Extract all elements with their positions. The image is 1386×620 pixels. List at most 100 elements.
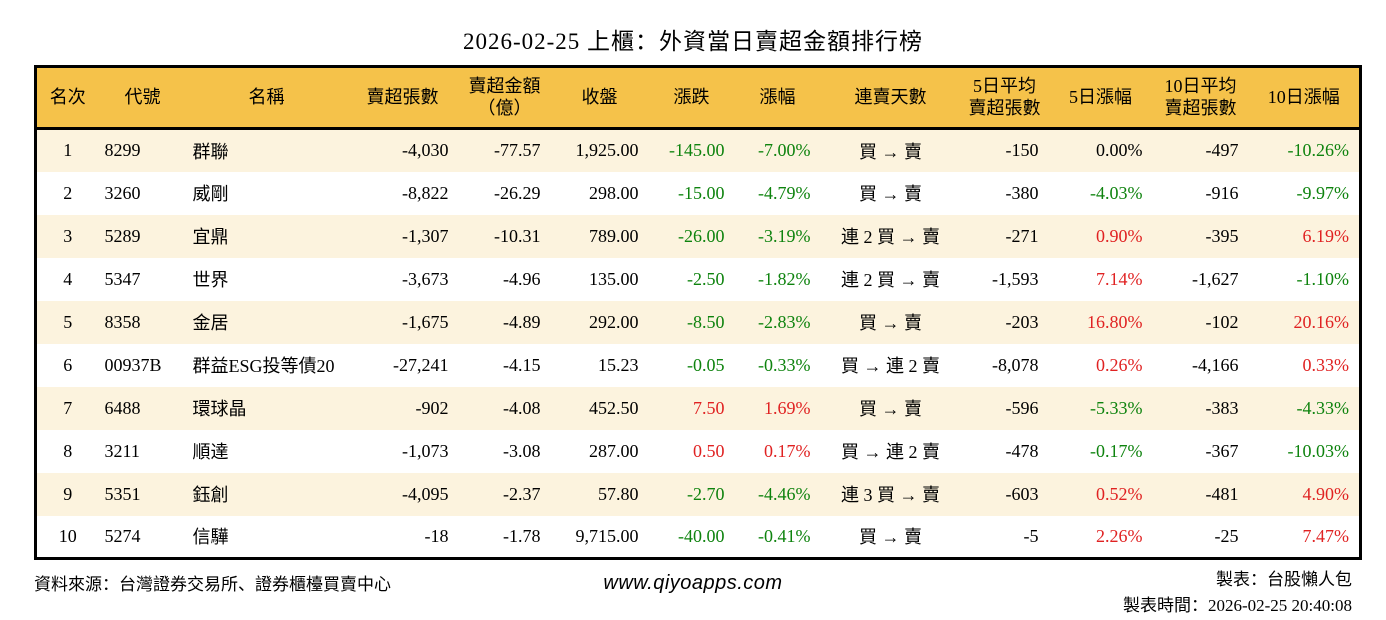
cell-pct5: -0.17% <box>1090 440 1143 461</box>
col-header-pct10: 10日漲幅 <box>1248 66 1361 130</box>
cell-sell_volume: -1,307 <box>402 225 449 246</box>
cell-pct5: -4.03% <box>1090 182 1143 203</box>
table-row: 5 8358 金居 -1,675 -4.89 292.00 -8.50 -2.83% 買 → 賣… <box>35 300 1361 344</box>
cell-avg10_volume: -916 <box>1205 182 1239 203</box>
cell-avg5_volume: -150 <box>1005 140 1039 161</box>
cell-change_pct: -1.82% <box>758 268 811 289</box>
cell-sell_volume: -27,241 <box>393 354 449 375</box>
cell-code: 00937B <box>104 354 162 375</box>
cell-avg5_volume: -380 <box>1005 182 1039 203</box>
col-header-change_pct: 漲幅 <box>734 66 821 130</box>
cell-pct5: 7.14% <box>1096 268 1143 289</box>
cell-pct10: -9.97% <box>1296 182 1350 203</box>
cell-rank: 7 <box>63 397 73 418</box>
cell-change_pct: -3.19% <box>758 225 811 246</box>
cell-code: 3211 <box>104 440 140 461</box>
cell-change_pct: -7.00% <box>758 140 811 161</box>
cell-change: -2.70 <box>687 483 725 504</box>
cell-avg5_volume: -271 <box>1005 225 1039 246</box>
cell-pct10: -1.10% <box>1296 268 1350 289</box>
table-row: 2 3260 威剛 -8,822 -26.29 298.00 -15.00 -4.79% 買 →… <box>35 171 1361 215</box>
cell-pct10: 6.19% <box>1302 225 1350 246</box>
cell-change: -145.00 <box>669 140 725 161</box>
cell-change_pct: -0.33% <box>758 354 811 375</box>
cell-sell_amount: -4.96 <box>503 268 541 289</box>
cell-sell_volume: -902 <box>415 397 449 418</box>
cell-streak: 買 → 連 2 賣 <box>841 356 940 376</box>
cell-rank: 6 <box>63 354 73 375</box>
cell-code: 3260 <box>104 182 141 203</box>
report-title: 2026-02-25 上櫃：外資當日賣超金額排行榜 <box>462 29 924 54</box>
cell-streak: 連 3 買 → 賣 <box>841 485 940 505</box>
cell-avg5_volume: -8,078 <box>992 354 1039 375</box>
cell-avg5_volume: -603 <box>1005 483 1039 504</box>
cell-pct10: -10.26% <box>1287 140 1350 161</box>
cell-pct5: 2.26% <box>1096 525 1143 546</box>
cell-pct5: 0.52% <box>1096 483 1143 504</box>
cell-pct10: -4.33% <box>1296 397 1350 418</box>
cell-pct5: 0.26% <box>1096 354 1143 375</box>
cell-sell_amount: -3.08 <box>503 440 541 461</box>
cell-pct10: 7.47% <box>1302 525 1350 546</box>
cell-avg5_volume: -1,593 <box>992 268 1039 289</box>
cell-streak: 買 → 賣 <box>859 527 922 548</box>
cell-pct5: 0.90% <box>1096 225 1143 246</box>
cell-name: 鈺創 <box>192 485 229 505</box>
cell-pct10: -10.03% <box>1287 440 1350 461</box>
cell-sell_amount: -2.37 <box>503 483 541 504</box>
cell-close: 57.80 <box>598 483 639 504</box>
cell-avg10_volume: -102 <box>1205 311 1239 332</box>
cell-rank: 8 <box>63 440 73 461</box>
cell-streak: 買 → 連 2 賣 <box>841 442 940 462</box>
col-header-avg5_volume: 5日平均 賣超張數 <box>960 66 1049 130</box>
cell-name: 群聯 <box>192 141 229 162</box>
cell-code: 8358 <box>104 311 141 332</box>
maker-text: 製表：台股懶人包 <box>1216 570 1352 589</box>
cell-code: 6488 <box>104 397 141 418</box>
cell-sell_amount: -4.15 <box>503 354 541 375</box>
cell-sell_volume: -8,822 <box>402 182 449 203</box>
cell-sell_volume: -4,030 <box>402 140 449 161</box>
cell-change_pct: 0.17% <box>764 440 811 461</box>
cell-avg10_volume: -481 <box>1205 483 1239 504</box>
cell-rank: 10 <box>58 525 77 546</box>
cell-close: 135.00 <box>589 268 639 289</box>
cell-pct10: 20.16% <box>1293 311 1350 332</box>
cell-streak: 買 → 賣 <box>859 184 922 204</box>
cell-avg5_volume: -596 <box>1005 397 1039 418</box>
cell-rank: 4 <box>63 268 73 289</box>
cell-close: 452.50 <box>589 397 639 418</box>
cell-code: 5347 <box>104 268 141 289</box>
cell-rank: 2 <box>63 182 73 203</box>
col-header-avg10_volume: 10日平均 賣超張數 <box>1152 66 1249 130</box>
cell-rank: 3 <box>63 225 73 246</box>
cell-change_pct: -2.83% <box>758 311 811 332</box>
cell-close: 287.00 <box>589 440 639 461</box>
cell-name: 宜鼎 <box>192 227 229 247</box>
cell-change: 0.50 <box>693 440 725 461</box>
cell-sell_volume: -3,673 <box>402 268 449 289</box>
cell-close: 789.00 <box>589 225 639 246</box>
cell-name: 威剛 <box>192 184 229 204</box>
cell-avg5_volume: -478 <box>1005 440 1039 461</box>
table-row: 6 00937B 群益ESG投等債20 -27,241 -4.15 15.23 -0.05 -… <box>35 343 1361 387</box>
made-time-text: 製表時間：2026-02-25 20:40:08 <box>1122 596 1352 616</box>
cell-pct10: 0.33% <box>1302 354 1350 375</box>
ranking-table: 名次 代號 名稱 賣超張數 賣超金額 （億） 收盤 漲跌 漲幅 連賣天數 5日平均 賣超張數 5日漲… <box>34 65 1362 560</box>
col-header-sell_amount: 賣超金額 （億） <box>458 66 551 130</box>
cell-code: 5274 <box>104 525 141 546</box>
cell-name: 信驊 <box>192 527 229 548</box>
cell-change_pct: -4.79% <box>758 182 811 203</box>
cell-streak: 買 → 賣 <box>859 313 922 333</box>
cell-change: -2.50 <box>687 268 725 289</box>
col-header-streak: 連賣天數 <box>820 66 961 130</box>
cell-sell_amount: -77.57 <box>494 140 541 161</box>
cell-change_pct: -0.41% <box>758 525 811 546</box>
cell-pct10: 4.90% <box>1302 483 1350 504</box>
cell-sell_volume: -4,095 <box>402 483 449 504</box>
header-row: 名次 代號 名稱 賣超張數 賣超金額 （億） 收盤 漲跌 漲幅 連賣天數 5日平均 賣超張數 5日漲… <box>35 66 1361 130</box>
cell-sell_volume: -1,073 <box>402 440 449 461</box>
cell-pct5: 0.00% <box>1096 140 1143 161</box>
col-header-code: 代號 <box>98 66 187 130</box>
cell-rank: 1 <box>63 140 73 161</box>
